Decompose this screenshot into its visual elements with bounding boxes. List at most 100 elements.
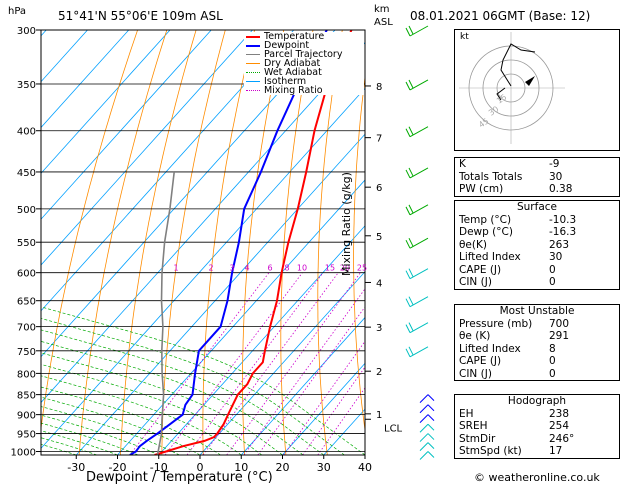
index-label: StmDir — [459, 432, 496, 445]
index-label: CIN (J) — [459, 276, 492, 288]
index-value: 8 — [549, 342, 556, 355]
wind-barb — [405, 204, 429, 216]
legend-label: Parcel Trajectory — [264, 49, 343, 60]
index-value: 263 — [549, 238, 570, 251]
legend-swatch — [246, 54, 260, 55]
hodograph-unit: kt — [460, 32, 469, 42]
dry-adiabat-line — [120, 30, 197, 455]
x-tick-label: -30 — [67, 461, 85, 474]
mixing-ratio-line — [243, 288, 365, 455]
pressure-tick-label: 850 — [17, 391, 36, 402]
dry-adiabat-line — [317, 30, 343, 455]
dry-adiabat-line — [242, 30, 285, 455]
index-label: Lifted Index — [459, 251, 521, 263]
box-title: Most Unstable — [499, 305, 575, 317]
storm-motion-marker — [525, 76, 535, 86]
legend-swatch — [246, 90, 260, 91]
mixing-ratio-label: 4 — [244, 264, 249, 273]
pressure-tick-label: 500 — [17, 205, 36, 216]
location-title: 51°41'N 55°06'E 109m ASL — [58, 9, 223, 23]
mixing-ratio-label: 15 — [325, 264, 335, 273]
index-label: CAPE (J) — [459, 263, 502, 276]
wind-barb — [419, 394, 435, 403]
index-value: -10.3 — [549, 213, 577, 226]
datetime-title: 08.01.2021 06GMT (Base: 12) — [410, 9, 591, 23]
mixing-ratio-label: 25 — [357, 264, 367, 273]
wind-barb — [419, 451, 435, 460]
km-tick-label: 4 — [376, 278, 382, 289]
pressure-tick-label: 950 — [17, 430, 36, 441]
index-row: Lifted Index 8 — [455, 343, 619, 356]
pressure-tick-label: 750 — [17, 347, 36, 358]
legend-item: Parcel Trajectory — [244, 50, 364, 59]
index-value: -16.3 — [549, 226, 577, 238]
isotherm-line — [41, 30, 171, 174]
index-value: 238 — [549, 407, 570, 420]
index-value: 30 — [549, 251, 563, 263]
index-label: Pressure (mb) — [459, 317, 533, 330]
isotherm-line — [240, 316, 365, 455]
wind-barb — [405, 322, 429, 334]
index-value: -9 — [549, 158, 560, 170]
index-label: SREH — [459, 420, 488, 432]
hodograph-ring-label: 45 — [477, 116, 491, 129]
series-dewpoint — [129, 30, 328, 455]
km-unit-label: km — [374, 4, 390, 15]
index-row: Temp (°C) -10.3 — [455, 214, 619, 227]
mixing-ratio-line — [257, 306, 365, 455]
index-row: θe(K) 263 — [455, 239, 619, 252]
x-axis-label: Dewpoint / Temperature (°C) — [86, 470, 273, 485]
hodograph-ring-label: 30 — [487, 104, 501, 117]
index-value: 17 — [549, 445, 563, 457]
index-label: Totals Totals — [459, 170, 523, 183]
index-label: θe (K) — [459, 330, 491, 342]
box-title: Hodograph — [507, 395, 567, 407]
index-value: 291 — [549, 330, 570, 342]
mixing-ratio-label: 8 — [284, 264, 289, 273]
index-row: Dewp (°C) -16.3 — [455, 226, 619, 239]
dry-adiabat-line — [353, 73, 365, 433]
dry-adiabat-line — [41, 30, 138, 432]
index-row: CIN (J) 0 — [455, 276, 619, 289]
legend-label: Dewpoint — [264, 40, 310, 51]
index-value: 30 — [549, 170, 563, 183]
index-value: 0 — [549, 367, 556, 380]
dry-adiabat-line — [202, 30, 255, 455]
dry-adiabat-line — [422, 30, 452, 455]
wet-adiabat-line — [41, 340, 304, 455]
dry-adiabat-line — [280, 30, 314, 455]
pressure-tick-label: 700 — [17, 323, 36, 334]
pressure-tick-label: 300 — [17, 26, 36, 37]
index-row: StmSpd (kt) 17 — [455, 445, 619, 458]
hodograph-trace — [496, 87, 506, 101]
legend-item: Dewpoint — [244, 41, 364, 50]
index-value: 254 — [549, 420, 570, 432]
hodograph-params-box: Hodograph EH 238 SREH 254 StmDir 246° StmSpd (k… — [454, 394, 620, 459]
pressure-tick-label: 1000 — [11, 448, 36, 459]
wind-barb — [419, 423, 435, 433]
x-tick-label: 0 — [197, 461, 204, 474]
legend-label: Mixing Ratio — [264, 85, 323, 96]
pressure-tick-label: 450 — [17, 168, 36, 179]
legend-swatch — [246, 36, 260, 38]
index-row: Lifted Index 30 — [455, 251, 619, 264]
index-row: CAPE (J) 0 — [455, 355, 619, 368]
legend: Temperature Dewpoint Parcel Trajectory Dry … — [244, 32, 364, 95]
pressure-tick-label: 400 — [17, 127, 36, 138]
wind-barb — [405, 25, 429, 37]
index-label: K — [459, 158, 466, 170]
wet-adiabat-line — [41, 386, 221, 455]
legend-item: Dry Adiabat — [244, 59, 364, 68]
mixing-ratio-label: 20 — [340, 264, 350, 273]
legend-label: Dry Adiabat — [264, 58, 321, 69]
index-row: θe (K) 291 — [455, 330, 619, 343]
index-value: 0 — [549, 263, 556, 276]
asl-unit-label: ASL — [374, 17, 393, 28]
mixing-ratio-line — [186, 272, 324, 455]
wind-barb — [405, 167, 429, 179]
index-label: CIN (J) — [459, 367, 492, 380]
km-tick-label: 3 — [376, 323, 382, 334]
most-unstable-box: Most Unstable Pressure (mb) 700 θe (K) 291 Li… — [454, 304, 620, 381]
index-label: Lifted Index — [459, 342, 521, 355]
index-value: 0 — [549, 276, 556, 288]
